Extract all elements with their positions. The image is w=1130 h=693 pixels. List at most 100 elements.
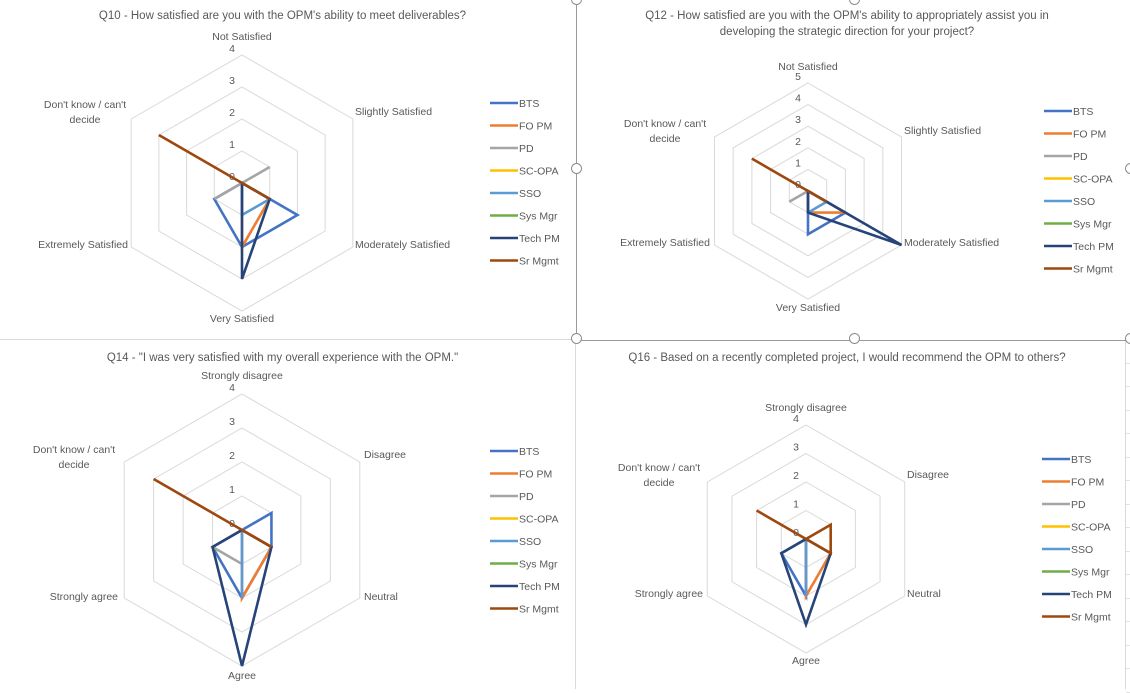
resize-handle-bottom[interactable] xyxy=(849,333,860,344)
chart-title: Q14 - "I was very satisfied with my over… xyxy=(106,352,459,364)
legend-item[interactable]: Sys Mgr xyxy=(1044,219,1112,231)
tick-label: 4 xyxy=(229,43,235,55)
legend-label: Tech PM xyxy=(519,581,560,593)
legend-item[interactable]: FO PM xyxy=(490,469,552,481)
legend-label: FO PM xyxy=(1071,477,1104,489)
category-label: Strongly disagree xyxy=(201,370,283,382)
legend-item[interactable]: Tech PM xyxy=(490,581,560,593)
tick-label: 4 xyxy=(795,93,801,105)
chart-q16[interactable]: Q16 - Based on a recently completed proj… xyxy=(577,340,1125,689)
legend-label: PD xyxy=(1071,499,1086,511)
tick-label: 4 xyxy=(229,382,235,394)
resize-handle-bottom-right[interactable] xyxy=(1125,333,1130,344)
chart-title: Q10 - How satisfied are you with the OPM… xyxy=(98,10,467,22)
legend-item[interactable]: PD xyxy=(490,143,534,155)
tick-label: 1 xyxy=(795,157,801,169)
legend-label: SSO xyxy=(519,188,541,200)
legend-label: Tech PM xyxy=(519,233,560,245)
category-label: Extremely Satisfied xyxy=(38,239,128,251)
series-line-tech-pm[interactable] xyxy=(806,188,903,247)
tick-label: 1 xyxy=(229,139,235,151)
category-label: Extremely Satisfied xyxy=(620,237,710,249)
chart-q10[interactable]: Q10 - How satisfied are you with the OPM… xyxy=(0,0,575,339)
legend-item[interactable]: Sr Mgmt xyxy=(1042,612,1111,624)
legend-label: Sr Mgmt xyxy=(519,604,559,616)
legend-item[interactable]: SC-OPA xyxy=(1042,522,1110,534)
tick-label: 2 xyxy=(229,450,235,462)
chart-q12[interactable]: Q12 - How satisfied are you with the OPM… xyxy=(577,0,1130,339)
legend-item[interactable]: SSO xyxy=(1044,196,1095,208)
legend-label: SC-OPA xyxy=(1073,174,1112,186)
category-label: Don't know / can't decide xyxy=(618,462,700,489)
legend-item[interactable]: Sr Mgmt xyxy=(490,256,559,268)
series-line-sr-mgmt[interactable] xyxy=(751,157,828,203)
tick-label: 3 xyxy=(229,416,235,428)
category-label: Slightly Satisfied xyxy=(904,125,981,137)
category-label: Moderately Satisfied xyxy=(355,239,450,251)
category-label: Agree xyxy=(228,670,256,682)
legend-item[interactable]: Tech PM xyxy=(1044,241,1114,253)
legend-item[interactable]: PD xyxy=(1044,151,1088,163)
chart-border xyxy=(575,340,576,689)
category-label: Disagree xyxy=(907,469,949,481)
grid-ring xyxy=(732,104,884,278)
grid-ring xyxy=(130,54,354,312)
legend-label: SC-OPA xyxy=(519,514,558,526)
legend-item[interactable]: SC-OPA xyxy=(490,514,558,526)
legend-item[interactable]: SSO xyxy=(490,536,541,548)
legend-item[interactable]: Sys Mgr xyxy=(490,211,558,223)
legend-item[interactable]: Sr Mgmt xyxy=(490,604,559,616)
legend-label: Sr Mgmt xyxy=(1071,612,1111,624)
legend-item[interactable]: BTS xyxy=(490,446,539,458)
legend-item[interactable]: FO PM xyxy=(490,121,552,133)
resize-handle-right[interactable] xyxy=(1125,163,1130,174)
series-line-sr-mgmt[interactable] xyxy=(755,509,832,556)
legend-label: FO PM xyxy=(519,469,552,481)
legend-item[interactable]: PD xyxy=(1042,499,1086,511)
category-label: Not Satisfied xyxy=(778,61,838,73)
series-line-pd[interactable] xyxy=(209,527,244,567)
category-label: Not Satisfied xyxy=(212,31,272,43)
legend-item[interactable]: SSO xyxy=(1042,544,1093,556)
category-label: Neutral xyxy=(364,591,398,603)
resize-handle-bottom-left[interactable] xyxy=(571,333,582,344)
legend-label: FO PM xyxy=(1073,129,1106,141)
tick-label: 2 xyxy=(793,470,799,482)
legend-label: Sys Mgr xyxy=(519,211,558,223)
legend-item[interactable]: Sr Mgmt xyxy=(1044,264,1113,276)
legend-item[interactable]: Sys Mgr xyxy=(1042,567,1110,579)
legend-item[interactable]: BTS xyxy=(490,98,539,110)
legend-item[interactable]: FO PM xyxy=(1044,129,1106,141)
series-line-sr-mgmt[interactable] xyxy=(158,133,271,201)
legend-label: FO PM xyxy=(519,121,552,133)
legend-label: Tech PM xyxy=(1073,241,1114,253)
legend-item[interactable]: Tech PM xyxy=(490,233,560,245)
tick-label: 4 xyxy=(793,413,799,425)
legend-item[interactable]: Sys Mgr xyxy=(490,559,558,571)
legend-label: Sys Mgr xyxy=(1073,219,1112,231)
legend-item[interactable]: BTS xyxy=(1042,454,1091,466)
legend-label: PD xyxy=(519,143,534,155)
legend-item[interactable]: Tech PM xyxy=(1042,589,1112,601)
legend-label: Sys Mgr xyxy=(1071,567,1110,579)
chart-q14[interactable]: Q14 - "I was very satisfied with my over… xyxy=(0,340,575,689)
category-label: Strongly agree xyxy=(50,591,118,603)
legend-label: Sr Mgmt xyxy=(1073,264,1113,276)
legend-item[interactable]: PD xyxy=(490,491,534,503)
category-label: Very Satisfied xyxy=(776,302,840,314)
legend-item[interactable]: FO PM xyxy=(1042,477,1104,489)
resize-handle-left[interactable] xyxy=(571,163,582,174)
legend-item[interactable]: BTS xyxy=(1044,106,1093,118)
series-line-sr-mgmt[interactable] xyxy=(153,477,273,549)
chart-border xyxy=(0,339,575,340)
category-label: Very Satisfied xyxy=(210,313,274,325)
tick-label: 3 xyxy=(793,442,799,454)
legend-item[interactable]: SC-OPA xyxy=(490,166,558,178)
legend-item[interactable]: SC-OPA xyxy=(1044,174,1112,186)
legend-label: PD xyxy=(519,491,534,503)
legend-item[interactable]: SSO xyxy=(490,188,541,200)
